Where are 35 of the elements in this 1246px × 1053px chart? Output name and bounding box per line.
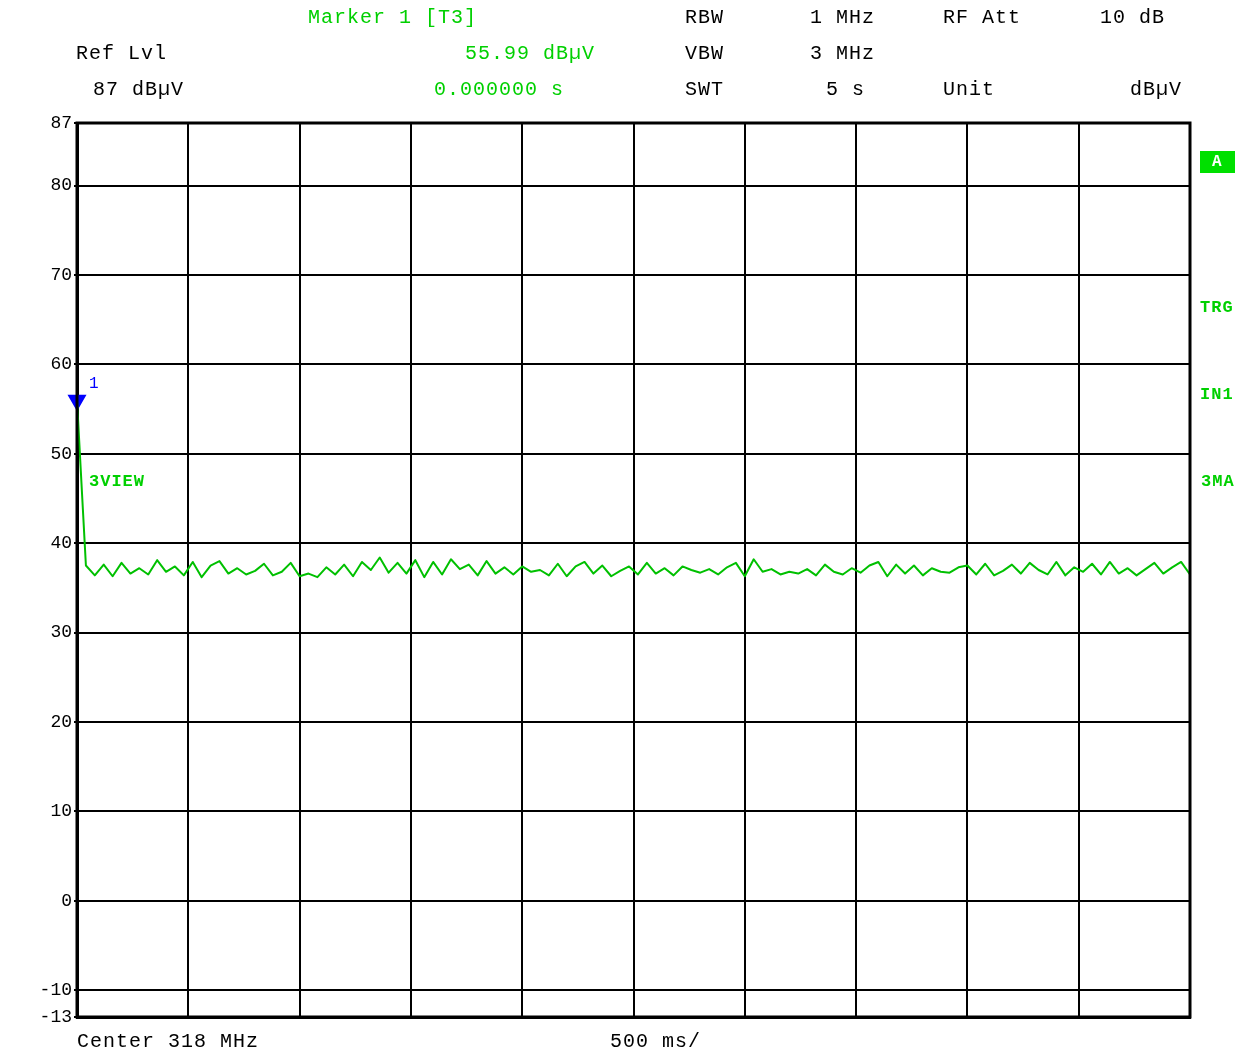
text: SWT [685, 78, 725, 101]
text: 10 dB [1100, 6, 1166, 29]
text: 3MA [1201, 472, 1235, 491]
y-tick-label: 50 [50, 443, 72, 464]
annotation: 3VIEW [89, 472, 146, 491]
text: RF Att [943, 6, 1022, 29]
y-tick-label: 70 [50, 264, 72, 285]
text: TRG [1200, 298, 1234, 317]
text: 87 dBµV [93, 78, 185, 101]
text: 0.000000 s [434, 78, 565, 101]
y-tick-label: -13 [39, 1006, 72, 1027]
text: IN1 [1200, 385, 1234, 404]
text: RBW [685, 6, 725, 29]
text: Unit [943, 78, 996, 101]
text: 55.99 dBµV [465, 42, 596, 65]
text: 500 ms/ [610, 1030, 702, 1053]
y-tick-label: 30 [50, 622, 72, 643]
y-tick-label: -10 [39, 979, 72, 1000]
y-tick-label: 40 [50, 532, 72, 553]
y-tick-label: 80 [50, 175, 72, 196]
text: Ref Lvl [76, 42, 168, 65]
text: Marker 1 [T3] [308, 6, 478, 29]
text: Center 318 MHz [77, 1030, 260, 1053]
text: dBµV [1130, 78, 1183, 101]
y-tick-label: 87 [50, 112, 72, 133]
text: 3 MHz [810, 42, 876, 65]
y-tick-label: 0 [61, 890, 72, 911]
text: VBW [685, 42, 725, 65]
text: A [1200, 151, 1235, 173]
text: 1 MHz [810, 6, 876, 29]
y-tick-label: 60 [50, 354, 72, 375]
y-tick-label: 20 [50, 711, 72, 732]
text: 5 s [826, 78, 866, 101]
series-label: 1 [89, 375, 99, 394]
y-tick-label: 10 [50, 801, 72, 822]
